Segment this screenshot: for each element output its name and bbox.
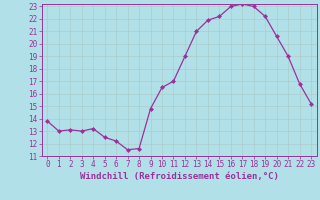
X-axis label: Windchill (Refroidissement éolien,°C): Windchill (Refroidissement éolien,°C) bbox=[80, 172, 279, 181]
